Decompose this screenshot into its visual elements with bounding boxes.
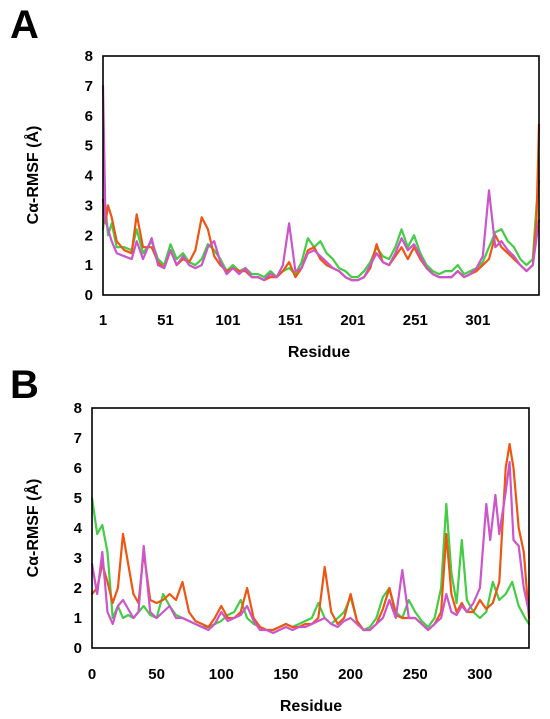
- panel-a-y-tick-label: 3: [85, 197, 93, 214]
- panel-b-y-tick-label: 0: [74, 640, 82, 657]
- panel-a-y-tick-label: 6: [85, 108, 93, 125]
- panel-a-series-line-1: [101, 180, 541, 279]
- panel-b-series-line-1: [90, 496, 531, 632]
- panel-a-x-tick-label: 151: [278, 312, 303, 329]
- panel-b-plot-frame: [91, 407, 530, 649]
- panel-b-y-axis-label: Cα-RMSF (Å): [23, 479, 42, 578]
- panel-b-x-tick-label: 100: [209, 666, 234, 683]
- panel-a-series-line-3: [101, 84, 541, 282]
- panel-a-x-tick-label: 201: [340, 312, 365, 329]
- panel-a-y-tick-label: 8: [85, 48, 93, 65]
- panel-b-y-tick-label: 6: [74, 460, 82, 477]
- panel-b-x-tick-label: 150: [273, 666, 298, 683]
- panel-b-x-axis-label: Residue: [280, 698, 342, 715]
- panel-b-series-line-2: [90, 442, 531, 632]
- panel-a-x-tick-label: 51: [157, 312, 174, 329]
- panel-b-x-tick-label: 50: [148, 666, 165, 683]
- panel-b-y-tick-label: 4: [74, 520, 83, 537]
- panel-b-y-tick-label: 3: [74, 550, 82, 567]
- panel-b-y-tick-label: 2: [74, 580, 82, 597]
- panel-b-x-tick-label: 250: [403, 666, 428, 683]
- panel-b-label: B: [10, 363, 39, 407]
- panel-a-y-tick-label: 7: [85, 78, 93, 95]
- panel-a-y-axis-label: Cα-RMSF (Å): [23, 126, 42, 225]
- panel-a-x-tick-label: 301: [465, 312, 490, 329]
- panel-b-series-line-3: [90, 460, 531, 635]
- panel-a-y-tick-label: 5: [85, 138, 93, 155]
- panel-a-x-tick-label: 101: [215, 312, 240, 329]
- panel-a-x-axis-label: Residue: [288, 344, 350, 361]
- panel-a-x-tick-label: 251: [403, 312, 428, 329]
- panel-a-y-tick-label: 1: [85, 257, 93, 274]
- panel-b-y-tick-label: 1: [74, 610, 82, 627]
- panel-b-x-tick-label: 200: [338, 666, 363, 683]
- panel-a-y-tick-label: 2: [85, 227, 93, 244]
- panel-b-x-tick-label: 300: [467, 666, 492, 683]
- panel-a-x-tick-label: 1: [99, 312, 107, 329]
- panel-b-y-tick-label: 8: [74, 400, 82, 417]
- panel-a-y-tick-label: 4: [85, 168, 94, 185]
- panel-b-y-tick-label: 7: [74, 430, 82, 447]
- panel-a-plot-frame: [102, 55, 540, 296]
- panel-a-label: A: [10, 3, 39, 47]
- panel-b-x-tick-label: 0: [88, 666, 96, 683]
- panel-b: B Cα-RMSF (Å) Residue 0 1 2 3 4 5 6 7 8 0 50 100 15…: [10, 363, 531, 715]
- panel-b-y-tick-label: 5: [74, 490, 82, 507]
- panel-a-y-tick-label: 0: [85, 287, 93, 304]
